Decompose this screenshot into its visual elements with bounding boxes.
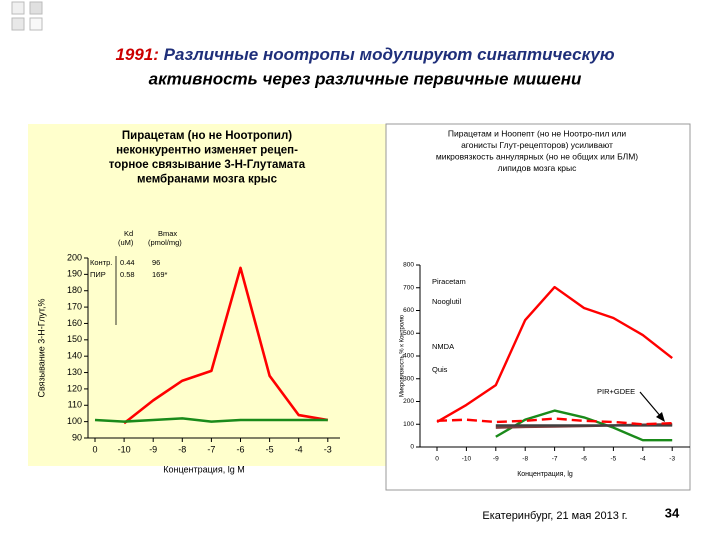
x-tick-label: -8 [178, 444, 186, 454]
y-tick-label: 700 [403, 284, 414, 291]
page-number: 34 [665, 505, 680, 520]
series-label: PIR+GDEE [597, 387, 635, 396]
y-tick-label: 180 [67, 285, 82, 295]
series-line [123, 266, 329, 425]
x-tick-label: -9 [493, 456, 499, 463]
y-tick-label: 150 [67, 334, 82, 344]
square [11, 1, 25, 15]
x-tick-label: -5 [611, 456, 617, 463]
y-tick-label: 400 [403, 353, 414, 360]
x-axis-label: Концентрация, lg [517, 471, 573, 478]
y-tick-label: 190 [67, 269, 82, 279]
x-tick-label: -4 [295, 444, 303, 454]
series-line [436, 285, 673, 424]
y-tick-label: 170 [67, 301, 82, 311]
chart: Пирацетам и Ноопепт (но не Ноотро-пил ил… [400, 128, 690, 478]
table-unit: (uM) [118, 238, 134, 247]
chart-title: Пирацетам и Ноопепт (но не Ноотро-пил ил… [448, 128, 627, 138]
x-tick-label: -8 [522, 456, 528, 463]
x-tick-label: -5 [266, 444, 274, 454]
y-tick-label: 800 [403, 262, 414, 269]
series-line [495, 409, 673, 442]
series-label: NMDA [432, 342, 454, 351]
table-cell: 0.44 [120, 258, 135, 267]
series-line [94, 417, 328, 423]
bullets [11, 1, 43, 31]
table-unit: (pmol/mg) [148, 238, 182, 247]
y-tick-label: 600 [403, 307, 414, 314]
table-cell: 169* [152, 270, 168, 279]
chart-title: агонисты Глут-рецепторов) усиливают [461, 140, 613, 150]
square [29, 17, 43, 31]
y-axis-label: Связывание 3-Н-Глут,% [36, 298, 46, 397]
square [11, 17, 25, 31]
series-label: Nooglutil [432, 297, 462, 306]
series-label: Piracetam [432, 277, 466, 286]
x-tick-label: -10 [462, 456, 472, 463]
y-tick-label: 130 [67, 367, 82, 377]
y-tick-label: 160 [67, 318, 82, 328]
title-year: 1991: [115, 45, 158, 64]
chart-title: липидов мозга крыс [498, 163, 578, 173]
y-tick-label: 140 [67, 351, 82, 361]
x-tick-label: 0 [92, 444, 97, 454]
y-tick-label: 500 [403, 330, 414, 337]
arrow [639, 391, 663, 419]
x-tick-label: -9 [149, 444, 157, 454]
title-line: Различные ноотропы модулируют синаптичес… [164, 45, 615, 64]
table-cell: Контр. [90, 258, 112, 267]
slide-title: активность через различные первичные миш… [149, 69, 582, 88]
chart-title: торное связывание 3-Н-Глутамата [109, 159, 306, 171]
x-tick-label: -10 [118, 444, 131, 454]
footer: Екатеринбург, 21 мая 2013 г. [482, 510, 627, 522]
x-tick-label: -7 [207, 444, 215, 454]
y-tick-label: 300 [403, 375, 414, 382]
series-line [436, 417, 673, 426]
square [29, 1, 43, 15]
slide-title: 1991: Различные ноотропы модулируют сина… [115, 45, 614, 64]
y-tick-label: 200 [67, 252, 82, 262]
x-tick-label: -6 [581, 456, 587, 463]
y-tick-label: 120 [67, 383, 82, 393]
x-tick-label: -4 [640, 456, 646, 463]
x-tick-label: -3 [324, 444, 332, 454]
arrow-head [656, 412, 665, 422]
x-tick-label: 0 [435, 456, 439, 463]
y-tick-label: 200 [403, 398, 414, 405]
series-label: Quis [432, 365, 448, 374]
chart-title: мембранами мозга крыс [137, 174, 278, 186]
table-cell: ПИР [90, 270, 106, 279]
table-header: Kd [124, 229, 133, 238]
y-tick-label: 90 [72, 432, 82, 442]
table-cell: 96 [152, 258, 160, 267]
chart-title: неконкурентно изменяет рецеп- [116, 145, 298, 157]
chart: Пирацетам (но не Ноотропил) неконкурентно… [36, 130, 340, 474]
x-tick-label: -7 [552, 456, 558, 463]
table-cell: 0.58 [120, 270, 135, 279]
y-tick-label: 100 [67, 416, 82, 426]
y-tick-label: 110 [68, 400, 82, 410]
x-tick-label: -3 [669, 456, 675, 463]
x-tick-label: -6 [236, 444, 244, 454]
table-header: Bmax [158, 229, 177, 238]
chart-title: Пирацетам (но не Ноотропил) [122, 130, 292, 142]
chart-title: микровязкость аннулярных (но не общих ил… [436, 151, 638, 161]
y-tick-label: 0 [410, 444, 414, 451]
y-axis-label: Микровязкость,% к Контролю [400, 314, 406, 397]
y-tick-label: 100 [403, 421, 414, 428]
x-axis-label: Концентрация, lg M [163, 464, 244, 474]
